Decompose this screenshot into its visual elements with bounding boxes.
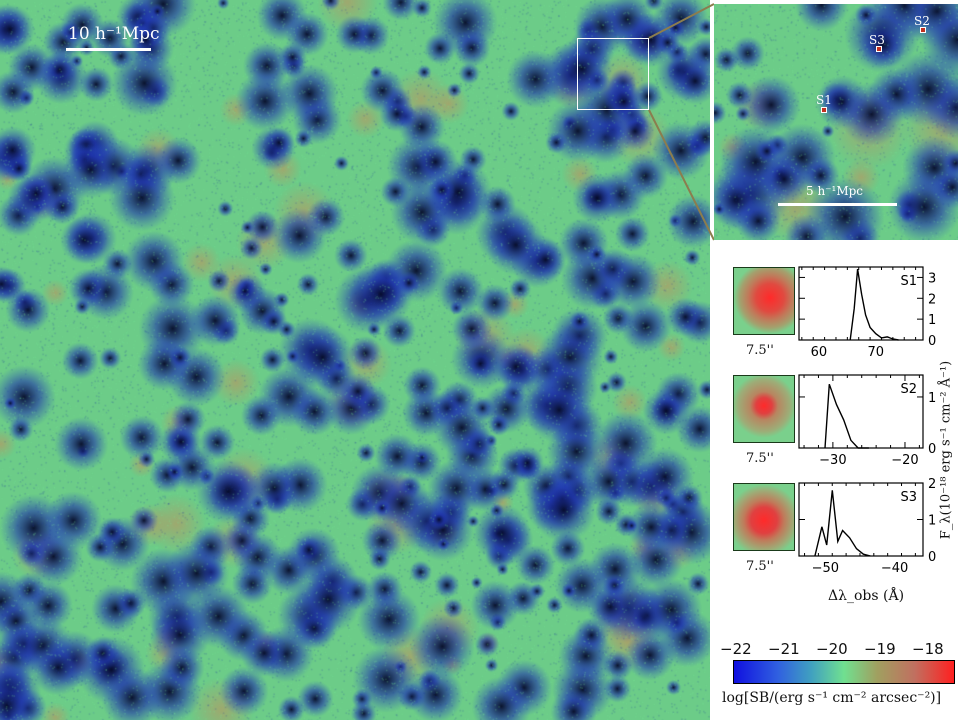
source-marker-s1 [821,107,827,113]
plot-frame [798,266,924,341]
y-tick-label: 1 [928,313,936,328]
y-tick-label: 1 [928,514,936,529]
spectrum-label: S2 [900,382,917,397]
source-label-s2: S2 [914,14,930,28]
thumbnail-s3 [733,483,795,551]
spectra-y-axis-label: F_λ(10⁻¹⁸ erg s⁻¹ cm⁻² Å⁻¹) [938,360,954,540]
y-tick-label: 0 [928,442,936,457]
inset-scale-bar [778,203,897,206]
zoom-region-box [577,38,649,110]
y-tick-label: 1 [928,391,936,406]
zoom-inset-map [714,4,958,240]
colorbar-tick: −18 [912,640,944,658]
y-tick-label: 0 [928,550,936,565]
colorbar-tick: −21 [768,640,800,658]
thumbnail-size-s2: 7.5'' [746,451,774,466]
spectrum-label: S1 [900,274,917,289]
colorbar-tick: −19 [864,640,896,658]
thumbnail-size-s1: 7.5'' [746,343,774,358]
y-tick-label: 2 [928,292,936,307]
x-tick-label: 60 [811,345,828,360]
y-tick-label: 2 [928,477,936,492]
spectrum-line [814,490,871,557]
y-tick-label: 0 [928,334,936,349]
spectrum-panel-s1: 60 70 0 1 2 3 S1 [798,266,936,360]
inset-scale-label: 5 h⁻¹Mpc [806,184,864,198]
colorbar-tick: −20 [816,640,848,658]
spectrum-label: S3 [900,490,917,505]
y-tick-label: 3 [928,271,936,286]
plot-frame [798,374,924,449]
spectrum-panel-s3: −50 −40 0 1 2 S3 [798,477,936,576]
thumbnail-s1 [733,267,795,335]
colorbar [733,660,955,684]
plot-frame [798,482,924,557]
spectrum-line [824,383,869,449]
spectrum-line [849,268,899,341]
source-marker-s2 [920,27,926,33]
spectrum-panel-s2: −30 −20 0 1 S2 [798,374,936,468]
thumbnail-s2 [733,375,795,443]
source-label-s1: S1 [816,93,832,107]
x-tick-label: −30 [819,453,846,468]
x-tick-label: 70 [868,345,885,360]
source-label-s3: S3 [869,33,885,47]
x-tick-label: −40 [881,561,908,576]
colorbar-tick: −22 [720,640,752,658]
spectra-x-axis-label: Δλ_obs (Å) [828,588,905,604]
main-scale-label: 10 h⁻¹Mpc [68,24,160,44]
colorbar-label: log[SB/(erg s⁻¹ cm⁻² arcsec⁻²)] [722,690,942,706]
main-scale-bar [66,48,151,51]
x-tick-label: −20 [891,453,918,468]
source-marker-s3 [876,46,882,52]
surface-brightness-map [0,0,710,720]
thumbnail-size-s3: 7.5'' [746,559,774,574]
x-tick-label: −50 [812,561,839,576]
